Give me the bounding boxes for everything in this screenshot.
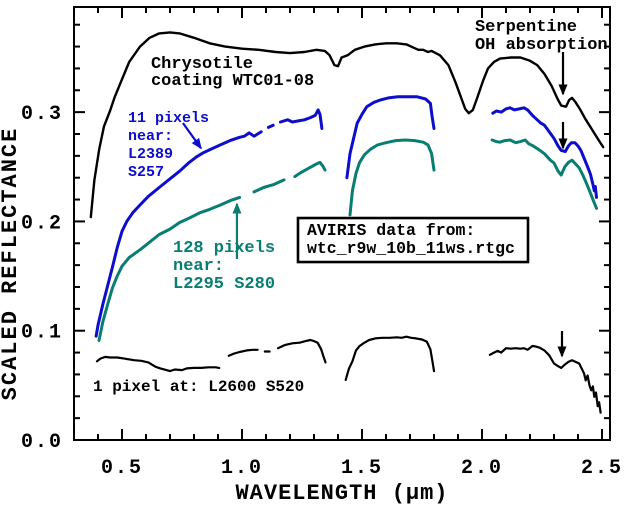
chrysotile-label-line: Chrysotile	[151, 55, 253, 74]
pixels128-label-line: 128 pixels	[173, 239, 275, 258]
y-tick-label: 0.0	[21, 431, 63, 454]
aviris-info-box: AVIRIS data from:wtc_r9w_10b_11ws.rtgc	[296, 216, 530, 264]
pixels128-curve-segment	[97, 195, 242, 342]
y-tick-label: 0.1	[21, 322, 63, 345]
pixels128-curve-segment	[490, 138, 598, 210]
pixels128-curve-segment	[293, 160, 327, 179]
pixel1-curve-segment	[344, 335, 436, 381]
chrysotile-curve-segment	[89, 31, 605, 219]
pixels11-label-line: 11 pixels	[128, 110, 209, 127]
x-tick-label: 2.5	[581, 457, 623, 480]
axis-ticks	[74, 7, 610, 440]
pixels11-curve	[94, 95, 598, 338]
serpentine-label-line: Serpentine	[475, 18, 577, 37]
plot-frame	[73, 6, 611, 441]
tick-labels: 0.5 1.0 1.5 2.0 2.5 0.0 0.1 0.2 0.3	[21, 103, 623, 480]
pixel1-curve-segment	[95, 355, 221, 373]
pixels11-curve-segment	[491, 106, 598, 199]
pixels128-curve-segment	[348, 138, 436, 217]
pixel1-label-line: 1 pixel at: L2600 S520	[93, 378, 304, 396]
pixels11-curve-segment	[266, 123, 275, 129]
info-box-frame	[296, 216, 530, 264]
x-tick-label: 1.5	[341, 457, 383, 480]
chrysotile-label-line: coating WTC01-08	[151, 72, 314, 91]
pixel1-curve-segment	[488, 344, 602, 414]
pixel1-curve-segment	[227, 348, 259, 357]
pixels11-curve-segment	[94, 130, 263, 338]
pixels11-curve-segment	[278, 108, 324, 130]
y-tick-label: 0.2	[21, 212, 63, 235]
x-axis-title: WAVELENGTH (μm)	[235, 481, 448, 506]
pixels128-curve	[97, 138, 598, 342]
pixels128-curve-segment	[252, 178, 286, 194]
pixels11-label-line: L2389	[128, 146, 173, 163]
info-box-line: wtc_r9w_10b_11ws.rtgc	[307, 239, 515, 258]
pixel1-curve	[95, 335, 602, 414]
pixels128-label-line: L2295 S280	[173, 275, 275, 294]
pixels11-arrow	[182, 122, 202, 150]
y-tick-label: 0.3	[21, 103, 63, 126]
pixels11-label-line: S257	[128, 164, 164, 181]
chrysotile-curve	[89, 31, 605, 219]
x-tick-label: 0.5	[101, 457, 143, 480]
x-tick-label: 1.0	[221, 457, 263, 480]
pixels11-curve-segment	[345, 95, 436, 180]
info-box-line: AVIRIS data from:	[307, 221, 475, 240]
pixel1-label: 1 pixel at: L2600 S520	[93, 378, 304, 396]
x-tick-label: 2.0	[461, 457, 503, 480]
pixel1-curve-segment	[276, 338, 327, 364]
pixels11-label-line: near:	[128, 128, 173, 145]
serpentine-label-line: OH absorption	[475, 36, 608, 55]
y-axis-title: SCALED REFLECTANCE	[0, 127, 23, 401]
pixels128-label-line: near:	[173, 257, 224, 276]
